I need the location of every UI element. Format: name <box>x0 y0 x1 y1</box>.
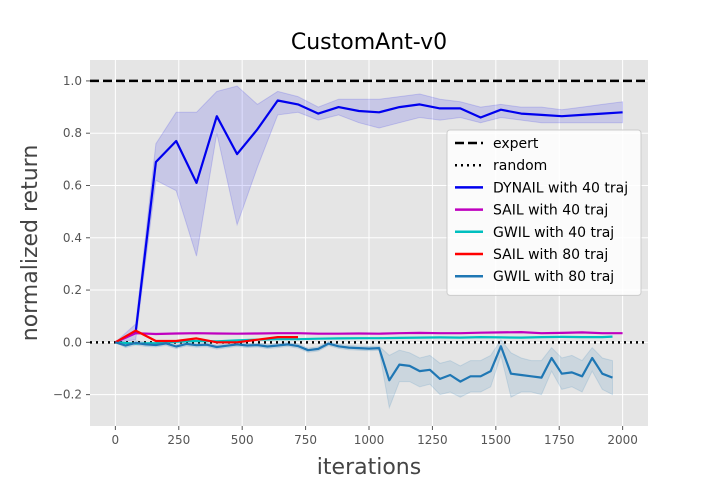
x-tick-label: 250 <box>167 433 190 447</box>
series-line <box>115 341 613 383</box>
y-tick-label: 0.4 <box>63 231 82 245</box>
y-axis-label: normalized return <box>18 145 43 342</box>
legend-label: GWIL with 80 traj <box>493 269 614 285</box>
legend-label: DYNAIL with 40 traj <box>493 180 628 196</box>
grid <box>90 60 648 426</box>
legend-box <box>446 129 642 296</box>
series-line <box>114 331 623 344</box>
tick-labels: 0 250 500 750 1000 1250 1500 1750 2000 −0.2 0.0 0.2… <box>53 74 638 447</box>
y-tick-label: 0.6 <box>63 178 82 192</box>
x-tick-label: 0 <box>112 433 120 447</box>
series-line <box>115 335 613 345</box>
x-tick-label: 1500 <box>481 433 512 447</box>
x-tick-label: 500 <box>231 433 254 447</box>
x-tick-label: 2000 <box>607 433 638 447</box>
x-tick-label: 1000 <box>354 433 385 447</box>
y-tick-label: 0.0 <box>63 335 82 349</box>
y-tick-label: 1.0 <box>63 74 82 88</box>
series-line <box>114 99 623 344</box>
series-lines <box>114 99 623 383</box>
x-tick-label: 750 <box>294 433 317 447</box>
legend-label: GWIL with 40 traj <box>493 225 614 241</box>
x-tick-label: 1250 <box>417 433 448 447</box>
chart-title: CustomAnt-v0 <box>291 30 447 55</box>
confidence-band <box>113 85 624 343</box>
legend: expert random DYNAIL with 40 traj SAIL with… <box>446 129 642 296</box>
series-line <box>114 329 298 344</box>
x-axis-label: iterations <box>317 455 421 480</box>
legend-label: SAIL with 40 traj <box>493 203 608 219</box>
y-tick-label: 0.2 <box>63 283 82 297</box>
reference-lines <box>90 79 648 344</box>
y-tick-label: −0.2 <box>53 388 82 402</box>
legend-label: random <box>493 158 547 174</box>
legend-label: SAIL with 80 traj <box>493 247 608 263</box>
x-tick-label: 1750 <box>544 433 575 447</box>
legend-label: expert <box>493 136 539 152</box>
y-tick-label: 0.8 <box>63 126 82 140</box>
